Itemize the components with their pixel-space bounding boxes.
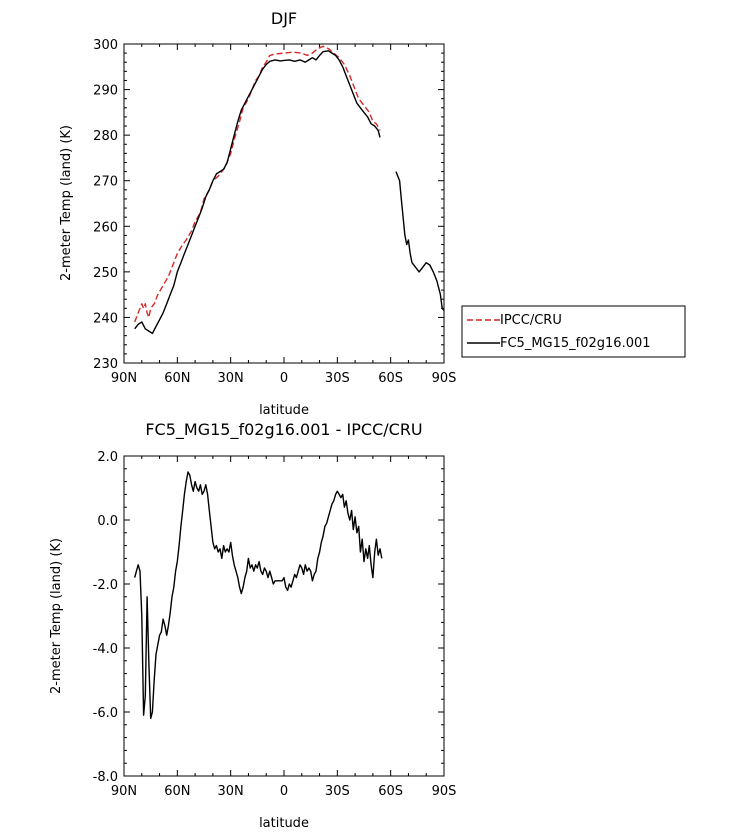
legend-box xyxy=(461,305,686,358)
y-axis-label: 2-meter Temp (land) (K) xyxy=(59,125,74,281)
plot-lines xyxy=(134,471,383,720)
series-line-ipcc-cru xyxy=(134,45,381,323)
axis-ticks: 90N 60N 30N 0 30S 60S 90S -8.0 -6.0 -4.0 -2.0 0.0 2.… xyxy=(93,450,457,799)
y-tick-label: 240 xyxy=(93,311,118,326)
y-tick-label: 2.0 xyxy=(97,450,118,465)
x-tick-label: 30S xyxy=(325,371,350,386)
plot-frame xyxy=(123,43,445,364)
x-tick-label: 60N xyxy=(164,784,190,799)
x-tick-label: 60N xyxy=(164,371,190,386)
chart-difference: FC5_MG15_f02g16.001 - IPCC/CRU 90N 60N 30N… xyxy=(49,420,456,831)
x-tick-label: 90S xyxy=(432,371,457,386)
x-tick-label: 60S xyxy=(378,784,403,799)
x-tick-label: 0 xyxy=(280,784,288,799)
y-tick-label: 0.0 xyxy=(97,514,118,529)
series-line-fc5-mg15-f02g16-001 xyxy=(395,171,445,312)
legend-label-ipcc: IPCC/CRU xyxy=(500,313,562,328)
legend-label-model: FC5_MG15_f02g16.001 xyxy=(500,336,651,351)
y-tick-label: 260 xyxy=(93,220,118,235)
axis-ticks: 90N 60N 30N 0 30S 60S 90S 230 240 250 260 270 280 290… xyxy=(93,38,456,386)
x-tick-label: 30N xyxy=(218,784,244,799)
x-tick-label: 90S xyxy=(432,784,457,799)
x-tick-label: 90N xyxy=(111,784,137,799)
y-tick-label: -4.0 xyxy=(93,642,118,657)
chart-djf: DJF 90N 60N 30N 0 30S 60S 90S 230 240 250 260 270 28… xyxy=(59,9,686,418)
series-line-fc5-mg15-f02g16-001 xyxy=(134,50,381,335)
series-line-difference xyxy=(134,471,383,720)
x-tick-label: 60S xyxy=(378,371,403,386)
y-tick-label: 230 xyxy=(93,357,118,372)
chart-title: FC5_MG15_f02g16.001 - IPCC/CRU xyxy=(145,420,422,440)
y-tick-label: 300 xyxy=(93,38,118,53)
x-axis-label: latitude xyxy=(259,816,309,831)
y-tick-label: -6.0 xyxy=(93,706,118,721)
plot-lines xyxy=(134,45,445,335)
x-tick-label: 30S xyxy=(325,784,350,799)
legend: IPCC/CRU FC5_MG15_f02g16.001 xyxy=(461,305,686,358)
x-tick-label: 30N xyxy=(218,371,244,386)
y-tick-label: 290 xyxy=(93,84,118,99)
chart-title: DJF xyxy=(271,9,297,28)
y-tick-label: -8.0 xyxy=(93,770,118,785)
x-axis-label: latitude xyxy=(259,403,309,418)
y-axis-label: 2-meter Temp (land) (K) xyxy=(49,538,64,694)
y-tick-label: 280 xyxy=(93,129,118,144)
y-tick-label: 270 xyxy=(93,175,118,190)
x-tick-label: 0 xyxy=(280,371,288,386)
plot-frame xyxy=(123,455,445,777)
y-tick-label: 250 xyxy=(93,266,118,281)
x-tick-label: 90N xyxy=(111,371,137,386)
y-tick-label: -2.0 xyxy=(93,578,118,593)
